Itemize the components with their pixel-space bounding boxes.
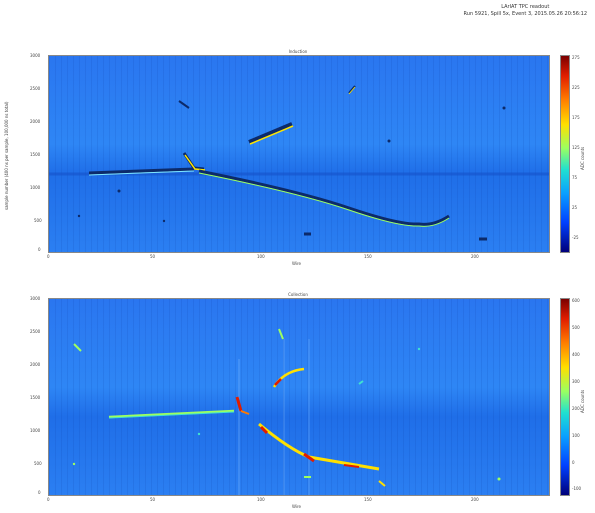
colorbar-tick: 200 <box>572 406 580 411</box>
colorbar-tick: -25 <box>572 235 579 240</box>
y-tick: 1500 <box>30 395 41 400</box>
y-tick: 500 <box>34 461 42 466</box>
x-tick: 150 <box>364 254 372 259</box>
induction-panel: Induction 3000 2500 2000 1500 1000 500 <box>30 49 585 266</box>
event-header: LArIAT TPC readout Run 5921, Spill 5x, E… <box>464 4 587 18</box>
header-title: LArIAT TPC readout <box>501 4 550 10</box>
collection-tracks <box>72 328 501 495</box>
x-axis-label: Wire <box>292 261 301 266</box>
collection-colorbar <box>560 298 570 496</box>
colorbar-tick: 300 <box>572 379 580 384</box>
colorbar-tick: 100 <box>572 433 580 438</box>
colorbar-tick: 75 <box>572 175 578 180</box>
y-tick: 3000 <box>30 53 41 58</box>
colorbar-tick: 500 <box>572 325 580 330</box>
y-tick: 0 <box>38 490 41 495</box>
induction-tracks <box>49 85 549 241</box>
colorbar-tick: 125 <box>572 145 580 150</box>
y-tick: 1500 <box>30 152 41 157</box>
y-tick: 0 <box>38 247 41 252</box>
colorbar-label: ADC counts <box>580 389 585 413</box>
x-tick: 0 <box>47 497 50 502</box>
induction-plot <box>48 55 550 253</box>
y-tick: 1000 <box>30 428 41 433</box>
colorbar-tick: 0 <box>572 460 575 465</box>
panel-title: Collection <box>288 292 308 297</box>
header-subtitle: Run 5921, Spill 5x, Event 3, 2015.05.26 … <box>463 11 587 17</box>
colorbar-tick: 225 <box>572 85 580 90</box>
x-tick: 0 <box>47 254 50 259</box>
colorbar-tick: 400 <box>572 352 580 357</box>
y-tick: 500 <box>34 218 42 223</box>
y-tick: 2500 <box>30 86 41 91</box>
x-tick: 100 <box>257 497 265 502</box>
colorbar-tick: -100 <box>572 486 582 491</box>
colorbar-tick: 275 <box>572 55 580 60</box>
x-tick: 50 <box>150 497 156 502</box>
panel-title: Induction <box>288 49 308 54</box>
collection-plot <box>48 298 550 496</box>
x-tick: 150 <box>364 497 372 502</box>
y-tick: 3000 <box>30 296 41 301</box>
x-tick: 100 <box>257 254 265 259</box>
colorbar-tick: 600 <box>572 298 580 303</box>
x-tick: 200 <box>471 254 479 259</box>
y-tick: 2500 <box>30 329 41 334</box>
colorbar-tick: 25 <box>572 205 578 210</box>
y-tick: 2000 <box>30 119 41 124</box>
y-tick: 1000 <box>30 185 41 190</box>
x-axis-label: Wire <box>292 504 301 509</box>
colorbar-tick: 175 <box>572 115 580 120</box>
x-tick: 200 <box>471 497 479 502</box>
induction-colorbar <box>560 55 570 253</box>
x-tick: 50 <box>150 254 156 259</box>
y-tick: 2000 <box>30 362 41 367</box>
